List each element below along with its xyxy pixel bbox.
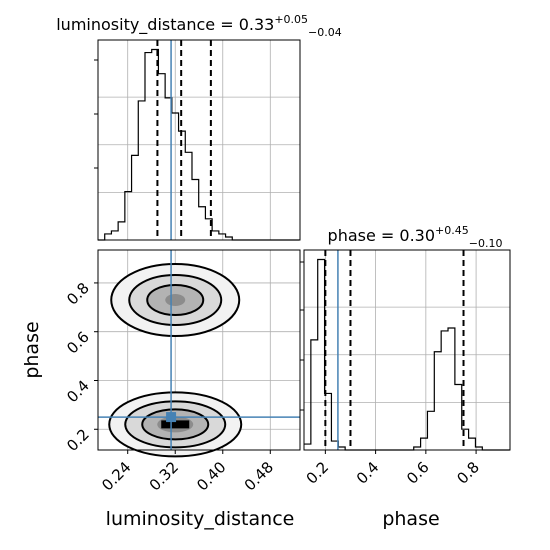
title-median: 0.33 bbox=[239, 15, 275, 34]
panel-frame bbox=[97, 39, 301, 241]
truth-crosshair bbox=[98, 250, 300, 450]
panel-frame bbox=[303, 249, 511, 451]
x-axis-label-phase: phase bbox=[382, 508, 439, 530]
x-axis-label-luminosity-distance: luminosity_distance bbox=[106, 508, 295, 530]
y-ticks bbox=[94, 59, 98, 169]
y-tick-labels: 0.2 0.4 0.6 0.8 bbox=[63, 279, 98, 455]
contour-lines bbox=[108, 263, 243, 458]
contour bbox=[124, 400, 227, 449]
x-tick-label: 0.48 bbox=[241, 458, 277, 494]
contour bbox=[141, 408, 210, 441]
gridlines bbox=[98, 40, 300, 240]
quantile-lines bbox=[156, 40, 212, 240]
y-tick-label: 0.8 bbox=[63, 279, 93, 309]
phase-histogram-panel: 0.2 0.4 0.6 0.8 phase = 0.30+0.45−0.10 phas… bbox=[300, 224, 511, 530]
title-equals: = bbox=[215, 15, 239, 34]
title-name: phase bbox=[328, 226, 376, 245]
x-tick-label: 0.32 bbox=[146, 458, 182, 494]
title-equals: = bbox=[376, 226, 400, 245]
histogram-line bbox=[304, 258, 510, 451]
contour bbox=[128, 274, 223, 326]
x-tick-label: 0.6 bbox=[403, 458, 433, 488]
gridlines bbox=[304, 250, 510, 450]
title-plus: +0.45 bbox=[435, 224, 469, 237]
quantile-lines bbox=[324, 250, 465, 450]
title-name: luminosity_distance bbox=[56, 15, 215, 35]
title-median: 0.30 bbox=[399, 226, 435, 245]
contour bbox=[110, 263, 241, 337]
title-minus: −0.04 bbox=[308, 26, 342, 39]
luminosity-distance-title: luminosity_distance = 0.33+0.05−0.04 bbox=[56, 13, 342, 39]
x-tick-label: 0.24 bbox=[98, 458, 134, 494]
joint-distribution-panel: 0.24 0.32 0.40 0.48 0.2 0.4 0.6 0.8 luminosity… bbox=[21, 249, 301, 530]
title-minus: −0.10 bbox=[469, 237, 503, 250]
x-tick-label: 0.8 bbox=[453, 458, 483, 488]
y-tick-label: 0.2 bbox=[63, 425, 93, 455]
y-tick-label: 0.6 bbox=[63, 328, 93, 358]
density-level bbox=[165, 294, 186, 306]
x-tick-label: 0.4 bbox=[353, 458, 383, 488]
panel-frame bbox=[97, 249, 301, 451]
title-plus: +0.05 bbox=[274, 13, 308, 26]
phase-title: phase = 0.30+0.45−0.10 bbox=[328, 224, 503, 250]
contour bbox=[146, 284, 205, 316]
x-tick-labels: 0.2 0.4 0.6 0.8 bbox=[303, 450, 483, 488]
truth-marker bbox=[166, 412, 177, 423]
x-tick-label: 0.40 bbox=[193, 458, 229, 494]
y-ticks bbox=[300, 261, 304, 411]
contour-core bbox=[161, 420, 190, 429]
x-tick-label: 0.2 bbox=[303, 458, 333, 488]
luminosity-distance-histogram-panel: luminosity_distance = 0.33+0.05−0.04 bbox=[56, 13, 342, 241]
contour bbox=[108, 391, 243, 458]
histogram-steps bbox=[304, 258, 510, 451]
y-tick-label: 0.4 bbox=[63, 377, 93, 407]
y-axis-label-phase: phase bbox=[21, 321, 43, 378]
